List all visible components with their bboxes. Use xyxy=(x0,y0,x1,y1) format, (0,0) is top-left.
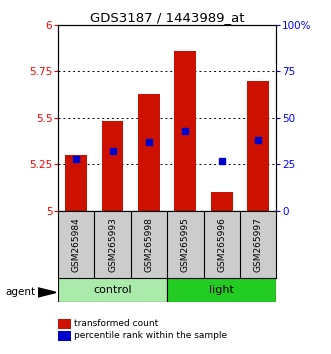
Text: light: light xyxy=(209,285,234,295)
Bar xyxy=(58,278,167,302)
Text: percentile rank within the sample: percentile rank within the sample xyxy=(74,331,227,340)
Text: GSM265997: GSM265997 xyxy=(254,217,263,272)
Text: GSM265995: GSM265995 xyxy=(181,217,190,272)
Text: transformed count: transformed count xyxy=(74,319,158,328)
Title: GDS3187 / 1443989_at: GDS3187 / 1443989_at xyxy=(90,11,244,24)
Bar xyxy=(58,319,71,329)
Bar xyxy=(138,93,160,211)
Bar xyxy=(65,155,87,211)
Text: GSM265993: GSM265993 xyxy=(108,217,117,272)
Text: GSM265998: GSM265998 xyxy=(144,217,154,272)
Text: control: control xyxy=(93,285,132,295)
Bar xyxy=(102,121,123,211)
Bar xyxy=(247,80,269,211)
Bar xyxy=(167,278,276,302)
Bar xyxy=(58,331,71,341)
Text: GSM265984: GSM265984 xyxy=(71,217,81,272)
Polygon shape xyxy=(38,288,56,297)
Text: agent: agent xyxy=(5,287,35,297)
Bar xyxy=(211,192,233,211)
Text: GSM265996: GSM265996 xyxy=(217,217,226,272)
Bar xyxy=(174,51,196,211)
